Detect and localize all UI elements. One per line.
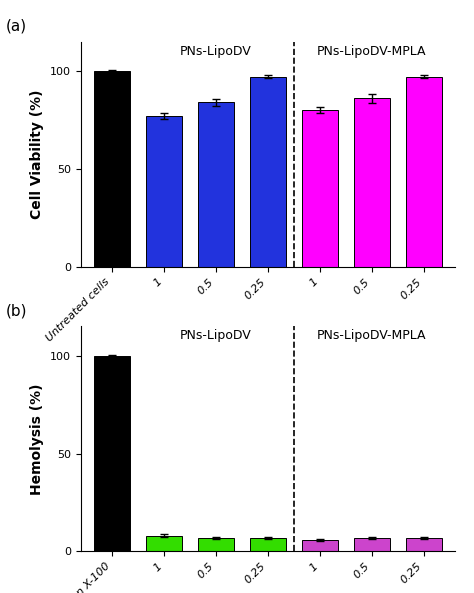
Text: PNs-LipoDV: PNs-LipoDV <box>180 45 252 58</box>
Bar <box>301 110 338 267</box>
Bar <box>406 76 442 267</box>
Text: PNs-LipoDV-MPLA: PNs-LipoDV-MPLA <box>317 330 427 342</box>
Bar <box>198 102 234 267</box>
Bar <box>146 116 182 267</box>
Bar <box>93 356 130 551</box>
Bar <box>146 536 182 551</box>
Text: (b): (b) <box>6 304 27 318</box>
Bar <box>301 540 338 551</box>
Bar <box>198 538 234 551</box>
Text: PNs-LipoDV: PNs-LipoDV <box>180 330 252 342</box>
Bar <box>93 71 130 267</box>
Y-axis label: Hemolysis (%): Hemolysis (%) <box>30 383 44 495</box>
Bar <box>406 538 442 551</box>
Bar <box>250 76 286 267</box>
Text: (a): (a) <box>6 19 27 34</box>
Text: PNs-LipoDV-MPLA: PNs-LipoDV-MPLA <box>317 45 427 58</box>
X-axis label: Concentration (mg/ml): Concentration (mg/ml) <box>179 349 356 363</box>
Bar <box>354 538 390 551</box>
Y-axis label: Cell Viability (%): Cell Viability (%) <box>30 90 44 219</box>
Bar <box>250 538 286 551</box>
Bar <box>354 98 390 267</box>
